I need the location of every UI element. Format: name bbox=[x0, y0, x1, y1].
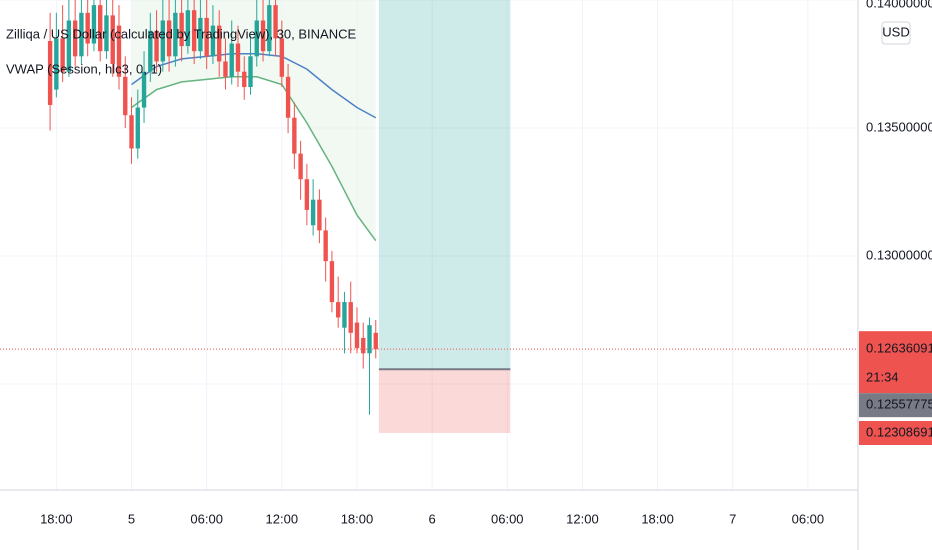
candle-body bbox=[66, 20, 72, 72]
candle-body bbox=[198, 17, 203, 52]
y-tick-label: 0.13500000 bbox=[866, 119, 932, 134]
candle-body bbox=[72, 20, 78, 57]
currency[interactable]: USD bbox=[882, 24, 909, 39]
candle-body bbox=[279, 38, 285, 77]
candle-body bbox=[273, 5, 278, 39]
candle-body bbox=[91, 5, 97, 44]
x-tick-label: 5 bbox=[128, 511, 135, 526]
candle-body bbox=[166, 20, 172, 57]
candle-body bbox=[204, 17, 209, 57]
y-tick-label: 0.14000000 bbox=[866, 0, 932, 10]
candle-body bbox=[292, 117, 297, 154]
x-tick-label: 06:00 bbox=[792, 511, 825, 526]
candle-body bbox=[135, 107, 140, 149]
candle-body bbox=[354, 322, 360, 349]
x-tick-label: 12:00 bbox=[266, 511, 299, 526]
candle-body bbox=[267, 5, 272, 52]
target-zone bbox=[378, 0, 511, 370]
candle-body bbox=[47, 40, 53, 105]
vwap-line bbox=[131, 76, 377, 242]
stop-zone bbox=[378, 369, 511, 433]
candle-body bbox=[85, 12, 90, 44]
x-tick-label: 7 bbox=[729, 511, 736, 526]
candle-body bbox=[323, 230, 328, 262]
countdown: 21:34 bbox=[866, 370, 899, 385]
indicator-title: VWAP (Session, hlc3, 0, 1) bbox=[6, 61, 162, 76]
vwap-band-fill bbox=[131, 0, 376, 241]
candle-body bbox=[248, 56, 253, 88]
price-label bbox=[859, 420, 932, 445]
candle-body bbox=[223, 61, 228, 77]
candle-body bbox=[361, 337, 366, 354]
candle-body bbox=[242, 71, 247, 88]
x-tick-label: 06:00 bbox=[190, 511, 223, 526]
x-tick-label: 6 bbox=[429, 511, 436, 526]
candle-body bbox=[116, 25, 122, 77]
candle-body bbox=[179, 12, 184, 47]
candle-body bbox=[342, 302, 347, 328]
price-label-text: 0.12557775 bbox=[866, 397, 932, 412]
grid bbox=[0, 0, 858, 490]
candle-body bbox=[148, 30, 153, 72]
candle-body bbox=[79, 12, 84, 57]
candle-body bbox=[104, 15, 109, 52]
candle-body bbox=[229, 43, 234, 77]
currency-box[interactable] bbox=[881, 21, 911, 45]
y-tick-label: 0.13000000 bbox=[866, 247, 932, 262]
candle-body bbox=[185, 10, 191, 47]
candle-body bbox=[310, 199, 316, 226]
symbol-title: Zilliqa / US Dollar (calculated by Tradi… bbox=[6, 26, 357, 41]
candle-body bbox=[329, 261, 335, 303]
candle-body bbox=[98, 5, 103, 52]
x-tick-label: 18:00 bbox=[641, 511, 674, 526]
price-label bbox=[859, 393, 932, 418]
axes: 18:00 5 06:00 12:00 18:00 6 06:00 12:00 18:00 7 06… bbox=[40, 0, 932, 526]
candle-body bbox=[154, 30, 159, 62]
last-price-label bbox=[859, 331, 932, 394]
last-price-text: 0.12636091 bbox=[866, 341, 932, 356]
candle-body bbox=[123, 76, 128, 116]
x-tick-label: 06:00 bbox=[491, 511, 524, 526]
x-tick-label: 18:00 bbox=[341, 511, 374, 526]
candle-body bbox=[191, 10, 197, 52]
candle-body bbox=[210, 25, 216, 57]
candle-body bbox=[60, 38, 65, 72]
candle-body bbox=[298, 153, 303, 180]
candle-body bbox=[254, 20, 259, 57]
candle-body bbox=[304, 179, 310, 210]
candle-body bbox=[348, 302, 353, 333]
candle-body bbox=[141, 71, 147, 108]
plot bbox=[0, 0, 858, 433]
candle-body bbox=[217, 25, 222, 62]
candle-body bbox=[110, 15, 115, 65]
price-label-text: 0.12308691 bbox=[866, 424, 932, 439]
candle-body bbox=[335, 302, 341, 318]
candle-body bbox=[367, 325, 372, 354]
candle-body bbox=[129, 115, 134, 149]
candle-body bbox=[54, 38, 59, 90]
candle-body bbox=[285, 76, 291, 118]
candle-body bbox=[173, 12, 178, 57]
candle-body bbox=[260, 20, 266, 52]
candle-body bbox=[317, 199, 322, 231]
candle-body bbox=[373, 332, 378, 350]
x-tick-label: 12:00 bbox=[566, 511, 599, 526]
candle-body bbox=[235, 43, 241, 72]
candle-body bbox=[160, 20, 166, 62]
x-tick-label: 18:00 bbox=[40, 511, 73, 526]
